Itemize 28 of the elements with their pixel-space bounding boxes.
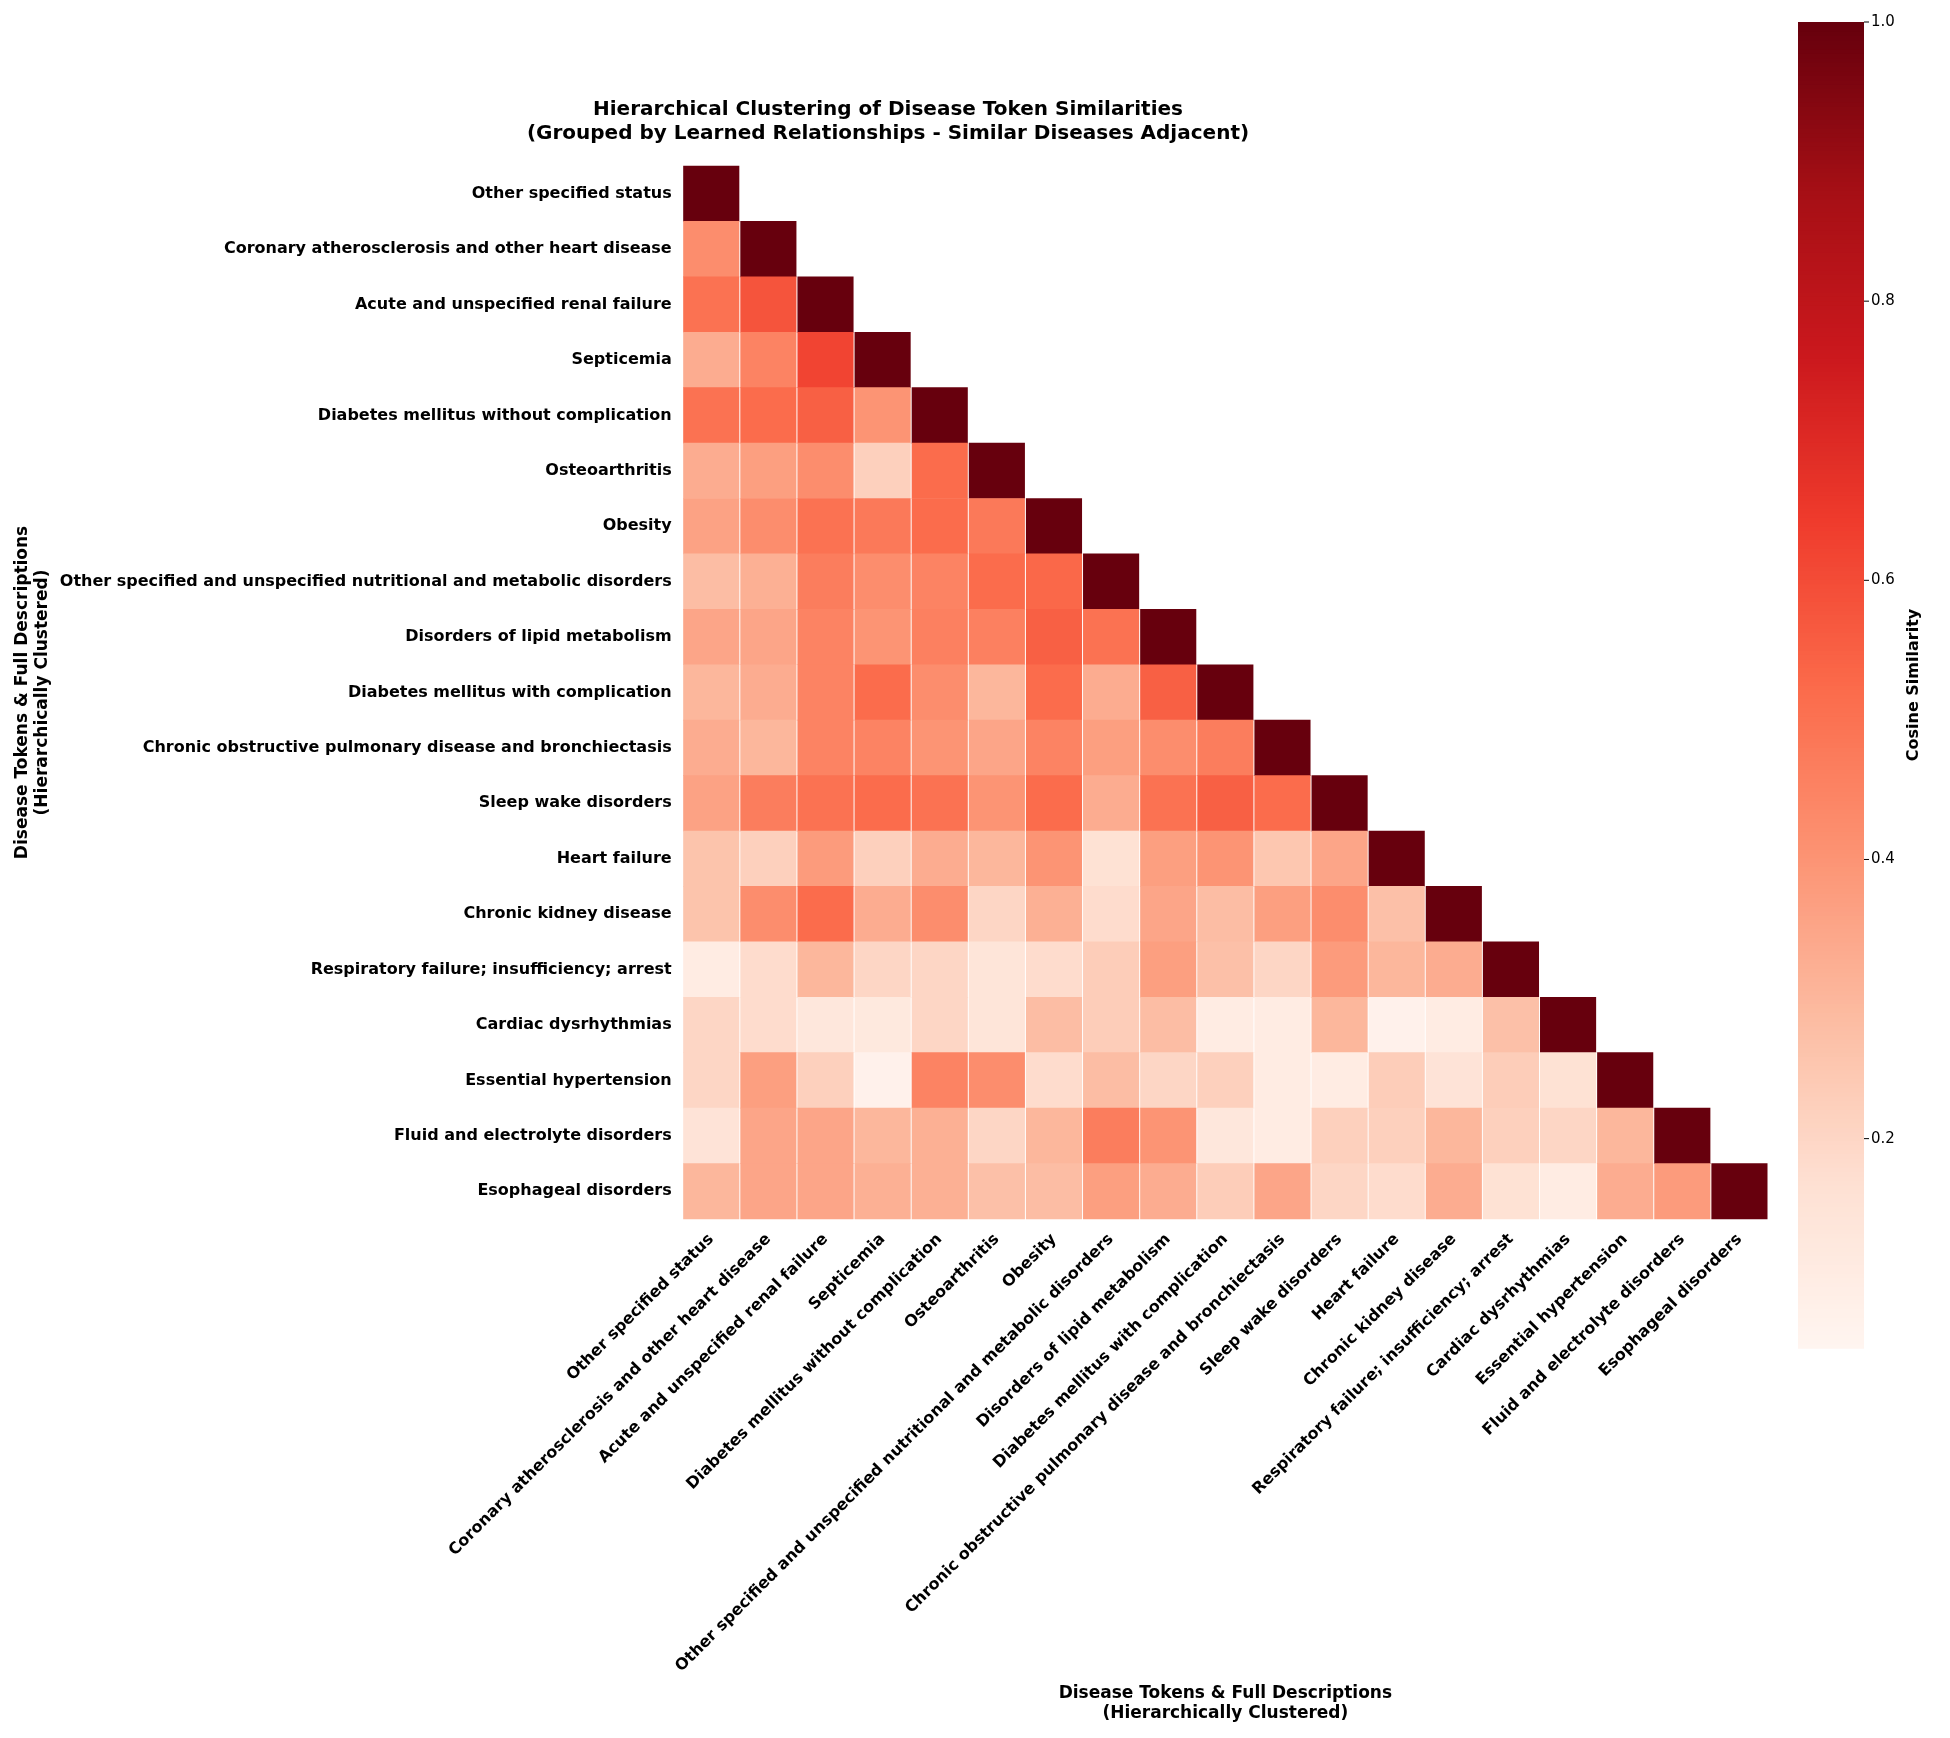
y-tick-label: Obesity <box>602 515 673 535</box>
y-axis-title: Disease Tokens & Full Descriptions (Hierarchically Clustered) <box>10 525 52 860</box>
y-tick-label: Chronic kidney disease <box>463 903 672 923</box>
y-tick-label: Acute and unspecified renal failure <box>354 293 672 313</box>
color-bar-label: 0.2 <box>1871 1128 1895 1147</box>
y-tick-label: Diabetes mellitus with complication <box>347 681 672 701</box>
y-tick-label: Diabetes mellitus without complication <box>317 404 672 424</box>
color-bar-label: 0.4 <box>1871 849 1895 868</box>
color-bar-label: 0.6 <box>1871 570 1895 589</box>
y-tick-label: Chronic obstructive pulmonary disease and bronchiectasis <box>142 737 672 757</box>
y-tick-label: Disorders of lipid metabolism <box>405 626 672 646</box>
y-tick-label: Fluid and electrolyte disorders <box>393 1124 672 1144</box>
y-tick-label: Sleep wake disorders <box>478 792 672 812</box>
y-tick-label: Cardiac dysrhythmias <box>475 1014 672 1034</box>
chart-title: Hierarchical Clustering of Disease Token Similarities (Grouped by Learned Relationships - Similar Diseases Adjacent) <box>526 96 1250 145</box>
y-tick-label: Other specified status <box>471 182 672 202</box>
y-tick-label: Esophageal disorders <box>477 1180 672 1200</box>
y-tick-label: Osteoarthritis <box>545 459 672 479</box>
color-bar-label: 1.0 <box>1871 11 1895 30</box>
y-tick-label: Coronary atherosclerosis and other heart disease <box>223 238 672 258</box>
x-axis-title: Disease Tokens & Full Descriptions (Hierarchically Clustered) <box>1058 1681 1393 1723</box>
y-tick-label: Other specified and unspecified nutritional and metabolic disorders <box>59 570 672 590</box>
y-tick-label: Heart failure <box>556 847 672 867</box>
y-tick-label: Essential hypertension <box>465 1069 672 1089</box>
y-tick-label: Septicemia <box>571 349 672 369</box>
y-tick-label: Respiratory failure; insufficiency; arrest <box>310 958 673 978</box>
color-bar-label: 0.8 <box>1871 291 1895 310</box>
color-bar-title: Cosine Similarity <box>1903 608 1923 762</box>
